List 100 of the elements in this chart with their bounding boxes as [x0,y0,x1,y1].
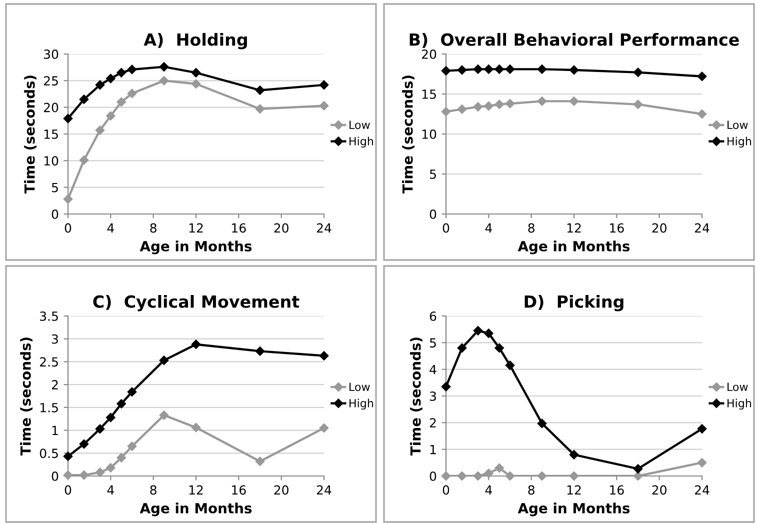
point [441,106,451,116]
x-tick-label: 12 [189,223,203,233]
point [569,471,579,481]
point [319,423,329,433]
y-tick-label: 15 [44,130,58,139]
y-tick-label: 4 [430,364,436,374]
point [79,156,89,165]
point [494,343,504,353]
point [441,471,451,481]
x-tick-label: 8 [528,223,534,233]
point [633,68,643,78]
point [473,64,483,74]
point [116,453,126,462]
y-axis-title: Time (seconds) [410,338,422,456]
point [116,399,126,408]
point [106,412,116,422]
point [473,471,483,481]
point [255,456,265,466]
point [484,101,494,111]
point [494,64,504,74]
point [697,458,707,468]
legend-label: Low [728,382,748,392]
y-tick-label: 2 [430,418,436,428]
point [569,450,579,460]
point [127,88,137,98]
point [473,326,483,336]
point [79,94,89,104]
point [441,66,451,76]
x-tick-label: 16 [232,485,246,495]
y-tick-label: 3 [430,391,436,401]
x-tick-label: 12 [567,223,581,233]
point [633,100,643,110]
chart-title: B) Overall Behavioral Performance [410,33,739,48]
point [537,96,547,106]
y-tick-label: 2.5 [40,357,58,367]
legend-label: High [728,136,752,148]
y-tick-label: 20 [422,49,436,59]
x-tick-label: 16 [610,223,624,233]
x-axis-title: Age in Months [140,502,252,516]
point [441,382,451,392]
point [127,387,137,397]
point [116,68,126,78]
point [191,340,201,349]
legend-label: High [350,136,374,148]
legend-label: Low [728,120,748,130]
legend-label: Low [350,120,370,130]
point [95,468,105,477]
point [159,62,169,72]
point [106,111,116,120]
point [484,328,494,338]
y-axis-title: Time (seconds) [402,76,414,194]
y-tick-label: 10 [422,129,436,139]
point [95,80,105,90]
x-tick-label: 4 [485,223,492,233]
x-tick-label: 0 [64,485,72,495]
y-axis-title: Time (seconds) [20,338,32,456]
point [63,470,73,480]
y-tick-label: 6 [430,311,436,321]
x-tick-label: 0 [64,223,72,233]
point [255,104,265,114]
point [95,126,105,135]
point [505,64,515,74]
point [633,464,643,474]
point [116,97,126,107]
chart-title: C) Cyclical Movement [93,295,300,312]
point [473,102,483,112]
point [494,100,504,110]
x-axis-title: Age in Months [518,502,630,516]
x-tick-label: 4 [485,485,492,495]
point [255,346,265,356]
x-tick-label: 24 [316,485,332,495]
y-tick-label: 15 [422,90,436,99]
x-tick-label: 4 [107,485,114,495]
x-tick-label: 20 [274,485,288,495]
x-tick-label: 24 [694,223,710,233]
y-tick-label: 1 [430,444,436,454]
legend-label: Low [350,382,370,392]
y-tick-label: 2 [52,380,58,390]
point [191,79,201,88]
point [697,72,707,82]
y-tick-label: 3.5 [40,311,58,321]
y-tick-label: 3 [52,334,58,344]
y-tick-label: 30 [44,49,58,59]
y-tick-label: 0 [430,471,436,481]
x-tick-label: 12 [189,485,203,495]
x-axis-title: Age in Months [140,240,252,254]
point [484,64,494,74]
point [127,64,137,74]
point [457,343,467,353]
y-tick-label: 25 [44,76,58,86]
y-axis-title: Time (seconds) [24,76,36,194]
y-tick-label: 0 [52,471,58,481]
chart-title: A) Holding [144,33,247,50]
point [697,109,707,119]
point [106,463,116,472]
point [494,463,504,473]
legend-label: High [728,398,752,410]
point [106,74,116,84]
x-tick-label: 16 [610,485,624,495]
x-tick-label: 0 [442,223,450,233]
